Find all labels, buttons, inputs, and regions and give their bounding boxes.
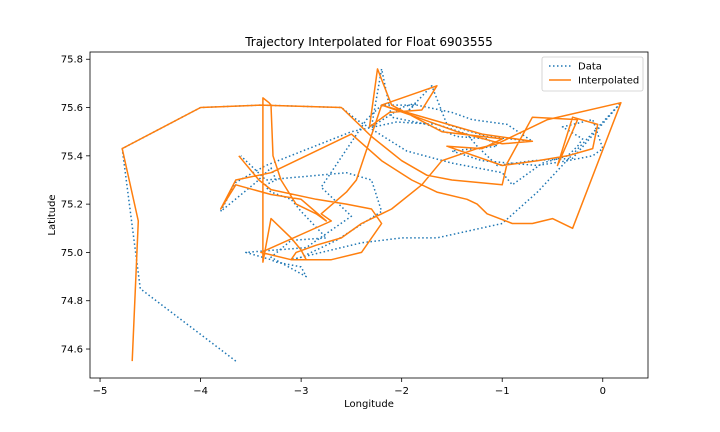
y-tick-label: 75.0 [61, 248, 83, 259]
y-tick-label: 75.4 [61, 151, 83, 162]
legend-label-interpolated: Interpolated [578, 76, 639, 87]
y-tick-label: 75.2 [61, 200, 83, 211]
y-tick-label: 75.8 [61, 55, 83, 66]
x-tick-label: −1 [495, 386, 510, 397]
chart-title: Trajectory Interpolated for Float 690355… [244, 35, 493, 49]
legend-box [541, 56, 644, 92]
x-tick-label: −5 [93, 386, 108, 397]
y-axis: 74.6 74.8 75.0 75.2 75.4 75.6 75.8 [61, 55, 90, 356]
y-tick-label: 74.6 [61, 345, 83, 356]
y-axis-label: Latitude [47, 194, 58, 235]
y-tick-label: 74.8 [61, 296, 83, 307]
legend-label-data: Data [578, 62, 602, 73]
x-tick-label: −4 [193, 386, 208, 397]
y-tick-label: 75.6 [61, 103, 83, 114]
x-tick-label: 0 [600, 386, 606, 397]
x-axis: −5 −4 −3 −2 −1 0 [93, 378, 606, 397]
x-axis-label: Longitude [344, 399, 394, 410]
x-tick-label: −3 [294, 386, 309, 397]
x-tick-label: −2 [394, 386, 409, 397]
series-line-data [121, 68, 622, 362]
series-line-interpolated [121, 68, 622, 362]
plot-area [121, 68, 622, 362]
axes-frame [89, 51, 649, 379]
legend: Data Interpolated [541, 56, 644, 92]
